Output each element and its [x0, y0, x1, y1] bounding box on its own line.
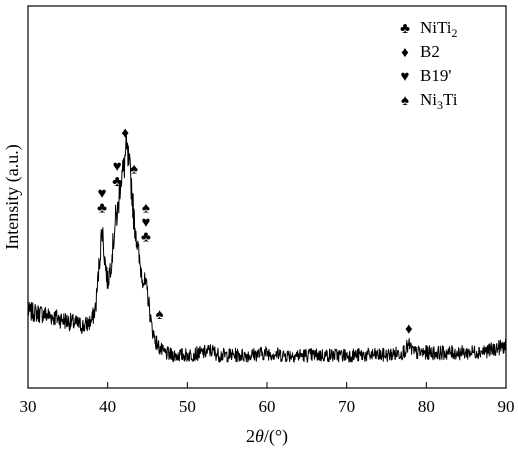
legend-symbol: ♦ [401, 45, 409, 61]
x-axis-label-unit: /(°) [264, 426, 288, 447]
x-tick-label: 40 [99, 397, 116, 416]
x-axis-ticks: 30 40 50 60 70 80 90 [20, 382, 515, 416]
peak-marker: ♠ [142, 200, 150, 216]
legend-label: B2 [420, 42, 440, 61]
x-tick-label: 60 [259, 397, 276, 416]
peak-marker: ♣ [141, 229, 151, 245]
legend-symbol: ♣ [400, 21, 410, 37]
peak-marker: ♦ [121, 125, 129, 141]
x-axis-label: 2θ/(°) [246, 426, 288, 447]
legend-label: Ni3Ti [420, 90, 458, 112]
peak-marker: ♣ [97, 200, 107, 216]
peak-markers: ♥♣♥♣♦♠♠♥♣♠♦ [97, 125, 413, 337]
peak-marker: ♣ [112, 174, 122, 190]
x-tick-label: 50 [179, 397, 196, 416]
legend-label: B19' [420, 66, 451, 85]
series-line-0 [27, 132, 507, 363]
legend-symbol: ♠ [401, 93, 409, 109]
x-axis-label-prefix: 2 [246, 426, 255, 446]
x-tick-label: 30 [20, 397, 37, 416]
y-axis-label: Intensity (a.u.) [2, 144, 23, 249]
peak-marker: ♥ [113, 159, 122, 175]
peak-marker: ♥ [98, 186, 107, 202]
x-tick-label: 70 [338, 397, 355, 416]
legend-symbol: ♥ [401, 69, 410, 85]
x-axis-label-symbol: θ [255, 426, 264, 446]
x-tick-label: 90 [498, 397, 515, 416]
legend: ♣ NiTi2 ♦ B2 ♥ B19' ♠ Ni3Ti [400, 18, 458, 112]
peak-marker: ♦ [405, 321, 413, 337]
x-tick-label: 80 [418, 397, 435, 416]
series-group [27, 132, 507, 363]
peak-marker: ♠ [155, 307, 163, 323]
peak-marker: ♥ [141, 215, 150, 231]
peak-marker: ♠ [130, 162, 138, 178]
legend-label: NiTi2 [420, 18, 458, 40]
